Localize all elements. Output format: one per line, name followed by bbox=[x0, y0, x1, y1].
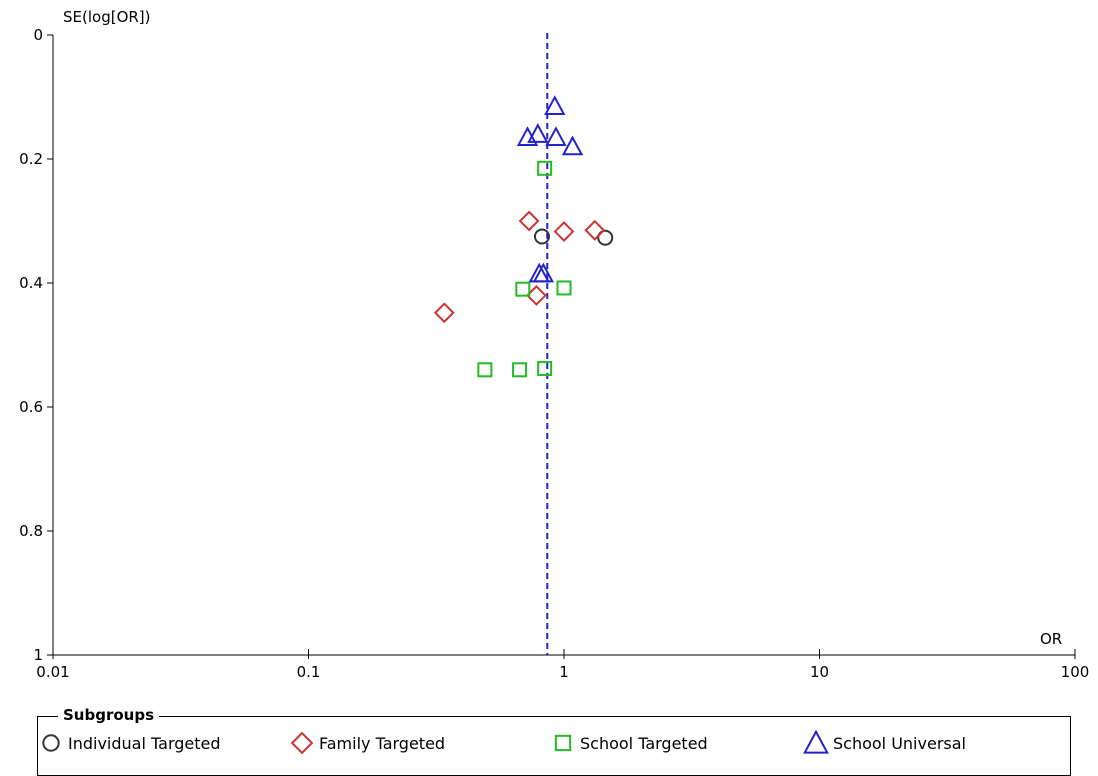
x-axis-label: OR bbox=[1040, 630, 1062, 648]
y-tick-label: 0.8 bbox=[19, 522, 43, 540]
point-family-targeted bbox=[518, 210, 540, 232]
point-school-universal bbox=[527, 123, 549, 143]
x-tick-label: 1 bbox=[559, 663, 569, 681]
x-tick-label: 0.01 bbox=[36, 663, 69, 681]
legend-label: Individual Targeted bbox=[68, 733, 221, 753]
data-points bbox=[433, 95, 614, 378]
point-school-targeted bbox=[477, 362, 493, 378]
point-school-targeted bbox=[537, 160, 553, 176]
triangle-marker-icon bbox=[803, 730, 829, 754]
x-tick-label: 0.1 bbox=[297, 663, 321, 681]
x-tick-label: 100 bbox=[1061, 663, 1090, 681]
point-family-targeted bbox=[584, 219, 606, 241]
legend-marker-individual-targeted bbox=[42, 734, 60, 752]
point-school-universal bbox=[532, 262, 555, 283]
point-individual-targeted bbox=[533, 228, 550, 245]
legend-item-family-targeted: Family Targeted bbox=[289, 729, 445, 757]
axis-ticks: 00.20.40.60.810.01 0.1 1 10 100 bbox=[19, 26, 1089, 681]
point-school-universal bbox=[544, 95, 566, 115]
axes bbox=[52, 35, 1075, 656]
y-tick-label: 0.2 bbox=[19, 150, 43, 168]
legend-title: Subgroups bbox=[58, 706, 160, 724]
point-school-targeted bbox=[512, 362, 528, 378]
legend-item-school-universal: School Universal bbox=[803, 729, 966, 757]
y-tick-label: 0.4 bbox=[19, 274, 43, 292]
legend-label: Family Targeted bbox=[319, 733, 446, 753]
legend-marker-family-targeted bbox=[290, 731, 314, 755]
diamond-marker-icon bbox=[290, 731, 314, 755]
y-tick-label: 0.6 bbox=[19, 398, 43, 416]
legend-item-individual-targeted: Individual Targeted bbox=[38, 729, 221, 757]
point-family-targeted bbox=[553, 221, 575, 242]
legend-item-school-targeted: School Targeted bbox=[550, 729, 708, 757]
y-tick-label: 0 bbox=[33, 26, 43, 44]
point-school-targeted bbox=[515, 281, 531, 297]
legend-marker-school-targeted bbox=[554, 734, 572, 752]
circle-marker-icon bbox=[42, 734, 60, 752]
point-school-universal bbox=[561, 135, 584, 156]
point-family-targeted bbox=[433, 302, 455, 324]
point-school-targeted bbox=[556, 280, 572, 296]
legend-label: School Universal bbox=[833, 733, 966, 753]
legend-label: School Targeted bbox=[580, 733, 708, 753]
y-tick-label: 1 bbox=[33, 646, 43, 664]
x-tick-label: 10 bbox=[810, 663, 829, 681]
square-marker-icon bbox=[554, 734, 572, 752]
point-family-targeted bbox=[526, 284, 547, 306]
point-school-targeted bbox=[537, 361, 553, 377]
point-individual-targeted bbox=[597, 229, 614, 246]
point-school-universal bbox=[545, 126, 567, 146]
legend-marker-school-universal bbox=[803, 730, 829, 754]
funnel-plot: 00.20.40.60.810.01 0.1 1 10 100 SE(log[OR]) … bbox=[19, 8, 1089, 681]
y-axis-label: SE(log[OR]) bbox=[63, 8, 151, 26]
